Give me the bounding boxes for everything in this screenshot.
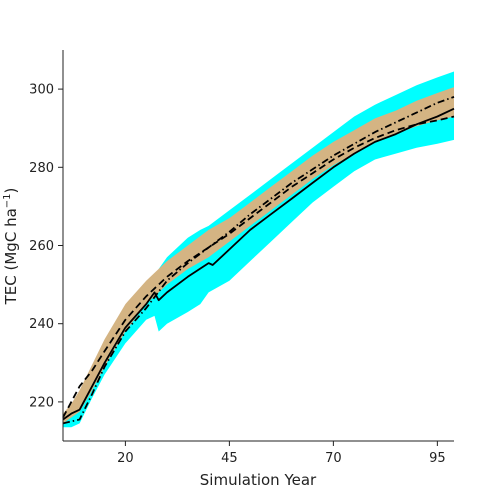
- y-axis-label: TEC (MgC ha−1): [2, 188, 20, 306]
- y-tick-label: 220: [29, 395, 54, 410]
- y-axis-ticks: 220 240 260 280 300: [29, 83, 63, 410]
- x-tick-label: 70: [325, 451, 342, 466]
- series-line-1: [62, 107, 455, 421]
- y-tick-label: 300: [29, 83, 54, 98]
- x-tick-label: 45: [221, 451, 238, 466]
- x-tick-label: 20: [117, 451, 134, 466]
- y-axis-label-exponent: −1: [2, 193, 13, 208]
- series-lines: [62, 96, 455, 425]
- band-2: [63, 87, 454, 424]
- x-tick-label: 95: [429, 451, 446, 466]
- series-line-3: [62, 96, 455, 425]
- series-line-2: [62, 115, 455, 418]
- confidence-bands: [63, 71, 454, 428]
- x-axis-label: Simulation Year: [200, 471, 317, 489]
- x-axis-ticks: 20 45 70 95: [117, 441, 446, 466]
- y-tick-label: 280: [29, 161, 54, 176]
- y-axis-label-main: TEC (MgC ha: [2, 208, 20, 305]
- y-tick-label: 240: [29, 317, 54, 332]
- band-1: [63, 71, 454, 428]
- y-tick-label: 260: [29, 239, 54, 254]
- y-axis-label-close: ): [2, 188, 20, 194]
